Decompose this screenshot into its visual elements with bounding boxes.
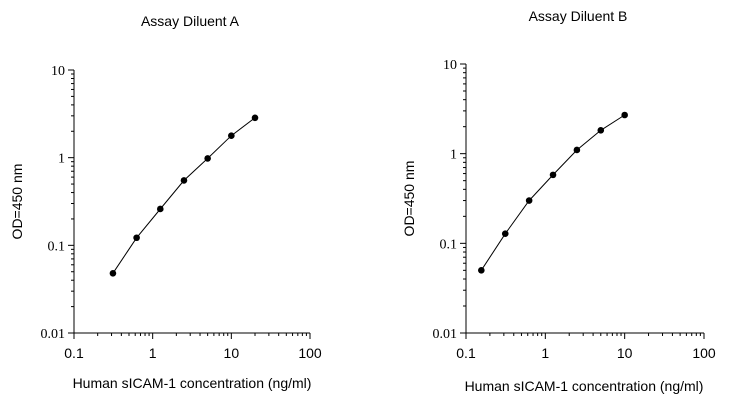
x-tick-label: 100 — [298, 345, 322, 361]
series-line — [480, 114, 625, 271]
data-point — [109, 269, 117, 277]
x-tick-label: 0.1 — [456, 345, 476, 361]
data-point — [597, 127, 605, 134]
chart-assay-diluent-a: Assay Diluent A 0.01 0.1 1 10 0.1 1 10 100 Human … — [9, 13, 322, 391]
y-tick-label: 0.1 — [440, 237, 458, 252]
chart-assay-diluent-b: Assay Diluent B 0.01 0.1 1 10 0.1 1 10 100 Human … — [401, 8, 716, 394]
x-axis-label: Human sICAM-1 concentration (ng/ml) — [465, 378, 704, 394]
y-tick-label: 1 — [450, 148, 457, 163]
chart-title: Assay Diluent A — [141, 13, 240, 29]
chart-title: Assay Diluent B — [529, 8, 628, 24]
data-point — [204, 155, 211, 162]
data-point — [251, 114, 259, 122]
y-tick-label: 0.01 — [433, 327, 458, 342]
x-tick-label: 0.1 — [64, 345, 84, 361]
x-tick-label: 1 — [541, 345, 549, 361]
data-point — [133, 234, 140, 242]
y-tick-label: 10 — [443, 58, 457, 73]
x-tick-label: 10 — [617, 345, 633, 361]
y-tick-label: 0.1 — [48, 239, 66, 254]
data-point — [573, 146, 581, 154]
data-point — [621, 111, 628, 119]
y-axis-label: OD=450 nm — [9, 164, 25, 240]
series-line — [112, 117, 256, 274]
x-tick-label: 1 — [149, 345, 157, 361]
data-point — [228, 132, 235, 140]
data-point — [478, 267, 485, 274]
y-tick-label: 10 — [51, 64, 65, 79]
x-tick-label: 100 — [692, 345, 716, 361]
y-axis-label: OD=450 nm — [401, 161, 417, 237]
y-tick-label: 0.01 — [41, 327, 66, 342]
x-tick-label: 10 — [224, 345, 240, 361]
data-point — [525, 197, 533, 204]
x-axis-label: Human sICAM-1 concentration (ng/ml) — [73, 375, 312, 391]
data-point — [180, 177, 188, 184]
y-tick-label: 1 — [58, 152, 65, 167]
data-point — [549, 171, 557, 179]
data-point — [501, 230, 509, 238]
data-point — [156, 205, 164, 213]
